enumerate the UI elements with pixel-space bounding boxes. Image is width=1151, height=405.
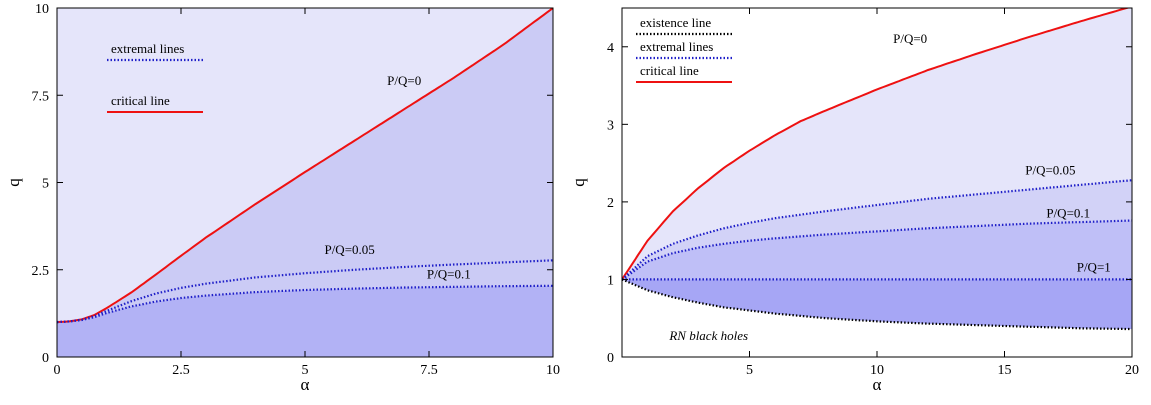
y-tick-label: 1	[607, 273, 614, 288]
series-line-1	[622, 8, 1131, 280]
y-tick-label: 10	[35, 2, 49, 17]
region-fill-1	[622, 8, 1132, 280]
x-tick-label: 7.5	[420, 363, 438, 378]
legend-label: extremal lines	[640, 39, 713, 54]
x-tick-label: 15	[998, 363, 1012, 378]
y-tick-label: 2.5	[32, 264, 50, 279]
series-line-3	[622, 219, 1132, 281]
chart-panel-2: 5 10 15 20 0 1 2 3 4 α q existence line extremal lin…	[569, 7, 1139, 394]
x-tick-label: 0	[54, 363, 61, 378]
y-tick-label: 3	[607, 118, 614, 133]
annotation-label: RN black holes	[668, 328, 748, 343]
annotation-label: P/Q=0.1	[427, 266, 471, 281]
y-axis-label: q	[569, 178, 588, 187]
legend-label: extremal lines	[111, 41, 184, 56]
annotation-label: P/Q=0	[387, 73, 421, 88]
annotation-label: P/Q=0.05	[324, 242, 374, 257]
legend-label: existence line	[640, 15, 711, 30]
annotation-label: P/Q=1	[1077, 260, 1111, 275]
y-tick-label: 7.5	[32, 89, 50, 104]
x-axis-label: α	[873, 375, 882, 394]
y-tick-label: 5	[42, 177, 49, 192]
region-fill-3	[622, 220, 1132, 280]
x-tick-label: 10	[546, 363, 560, 378]
legend: existence line extremal lines critical lin…	[636, 15, 732, 83]
x-tick-label: 2.5	[172, 363, 190, 378]
legend-label: critical line	[111, 93, 170, 108]
chart-panel-1: 0 2.5 5 7.5 10 0 2.5 5 7.5 10 α q extremal lines crit…	[4, 2, 560, 394]
y-tick-label: 0	[607, 351, 614, 366]
y-tick-label: 2	[607, 196, 614, 211]
x-tick-label: 5	[302, 363, 309, 378]
y-tick-label: 4	[607, 41, 614, 56]
annotation-label: P/Q=0.05	[1025, 163, 1075, 178]
x-tick-label: 10	[870, 363, 884, 378]
annotation-label: P/Q=0.1	[1046, 205, 1090, 220]
annotation-label: P/Q=0	[893, 31, 927, 46]
region-fill-2	[57, 8, 553, 323]
series-line-1	[57, 8, 553, 324]
x-tick-label: 5	[746, 363, 753, 378]
legend-label: critical line	[640, 63, 699, 78]
plot-area	[622, 8, 1132, 331]
series-line-2	[622, 179, 1132, 281]
x-axis-label: α	[301, 375, 310, 394]
legend: extremal lines critical line	[107, 41, 203, 113]
y-tick-label: 0	[42, 351, 49, 366]
x-tick-label: 20	[1125, 363, 1139, 378]
series-line-3	[57, 284, 553, 324]
plot-area	[57, 8, 553, 357]
region-fill-1	[57, 8, 553, 323]
y-axis-label: q	[4, 178, 23, 187]
region-fill-4	[622, 279, 1132, 330]
series-line-5	[622, 278, 1132, 331]
region-fill-3	[57, 285, 553, 357]
region-fill-2	[622, 180, 1132, 280]
